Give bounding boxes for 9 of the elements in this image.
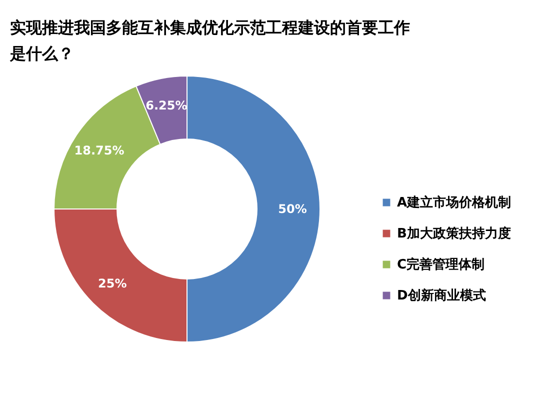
data-label: 6.25% [146, 98, 188, 113]
data-label: 18.75% [74, 143, 124, 158]
chart-title: 实现推进我国多能互补集成优化示范工程建设的首要工作是什么？ [9, 18, 410, 63]
data-label: 50% [278, 202, 307, 216]
legend-label: A建立市场价格机制 [397, 194, 512, 210]
data-label: 25% [98, 276, 127, 291]
legend-label: D创新商业模式 [397, 288, 486, 304]
legend-label: B加大政策扶持力度 [397, 226, 511, 242]
legend-label: C完善管理体制 [397, 256, 485, 272]
